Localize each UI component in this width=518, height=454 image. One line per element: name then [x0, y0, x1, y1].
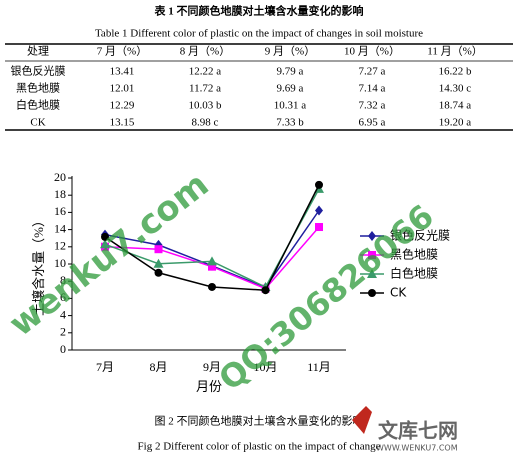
x-tick-label: 7月 [96, 360, 114, 374]
watermark: WWW.WENKU7.COM [376, 444, 458, 453]
data-point [315, 205, 323, 216]
y-tick-label: 8 [60, 273, 66, 287]
y-tick-label: 4 [60, 307, 66, 321]
data-point [207, 256, 217, 266]
table-cell: 18.74 a [439, 100, 472, 112]
x-tick-label: 10月 [253, 360, 277, 374]
legend-label: 银色反光膜 [390, 229, 450, 243]
legend-label: 白色地膜 [390, 266, 438, 281]
x-tick-label: 8月 [149, 360, 167, 374]
y-tick-label: 16 [54, 204, 66, 218]
table-cell: 7.27 a [359, 66, 386, 78]
data-point [261, 286, 270, 295]
table-cell: 6.95 a [359, 117, 386, 129]
table-cell: 16.22 b [439, 66, 473, 78]
table-cell: 9.69 a [277, 83, 304, 95]
table-header-cell: 处理 [27, 45, 49, 58]
y-axis-label: 土壤含水量（%） [31, 214, 46, 316]
table-cell: 黑色地膜 [16, 81, 60, 95]
table-cell: 12.29 [110, 100, 135, 112]
data-point [208, 262, 216, 271]
table-cell: 12.22 a [189, 66, 222, 78]
data-point [154, 268, 163, 277]
y-tick-label: 0 [60, 342, 66, 356]
table-header-cell: 11 月（%） [427, 45, 483, 58]
table-header-cell: 8 月（%） [180, 45, 230, 58]
y-tick-label: 18 [54, 187, 66, 201]
x-tick-label: 9月 [203, 360, 221, 374]
figure-caption: 图 2 不同颜色地膜对土壤含水量变化的影响 [155, 414, 364, 428]
table-header-cell: 10 月（%） [344, 45, 400, 58]
x-tick-label: 11月 [307, 360, 331, 374]
table-cell: 13.41 [110, 66, 135, 78]
table-cell: 7.33 b [276, 117, 304, 129]
table-cell: 银色反光膜 [11, 64, 66, 78]
table-cell: 8.98 c [192, 117, 219, 129]
logo-icon [352, 406, 372, 434]
table-caption-en: Table 1 Different color of plastic on th… [95, 28, 423, 40]
table-cell: 14.30 c [439, 83, 472, 95]
legend-marker [367, 269, 377, 278]
table-header-cell: 9 月（%） [265, 45, 315, 58]
legend-label: CK [390, 286, 407, 300]
legend-marker [368, 251, 376, 259]
table-cell: 9.79 a [277, 66, 304, 78]
legend-marker [368, 289, 376, 297]
x-axis-label: 月份 [196, 379, 222, 394]
table-cell: 10.03 b [189, 100, 223, 112]
table-cell: CK [30, 117, 45, 129]
table-cell: 7.14 a [359, 83, 386, 95]
table-cell: 12.01 [110, 83, 135, 95]
figure-caption-en: Fig 2 Different color of plastic on the … [138, 441, 381, 453]
data-point [100, 239, 110, 249]
table-caption: 表 1 不同颜色地膜对土壤含水量变化的影响 [154, 4, 364, 18]
data-point [208, 282, 216, 291]
table-header-cell: 7 月（%） [97, 45, 147, 58]
y-tick-label: 12 [54, 239, 66, 253]
table-cell: 13.15 [110, 117, 135, 129]
table-cell: 7.32 a [359, 100, 386, 112]
y-tick-label: 2 [60, 325, 66, 339]
y-tick-label: 20 [54, 170, 66, 184]
watermark: 文库七网 [378, 419, 458, 443]
table-cell: 白色地膜 [16, 98, 60, 112]
table-cell: 11.72 a [189, 83, 221, 95]
y-tick-label: 14 [54, 221, 66, 235]
data-point [315, 223, 323, 232]
table-cell: 10.31 a [274, 100, 307, 112]
data-point [101, 232, 109, 241]
data-point [153, 258, 164, 268]
legend-label: 黑色地膜 [390, 248, 438, 262]
legend-marker [368, 231, 376, 241]
table-cell: 19.20 a [439, 117, 472, 129]
data-point [315, 180, 323, 189]
y-tick-label: 6 [60, 290, 66, 304]
y-tick-label: 10 [54, 256, 66, 270]
data-point [154, 245, 163, 254]
